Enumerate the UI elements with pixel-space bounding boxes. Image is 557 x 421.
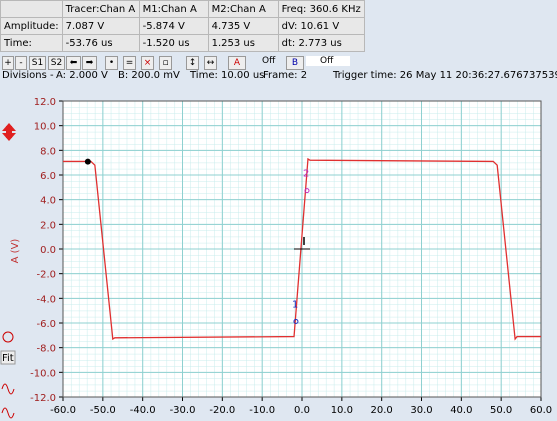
y-tick-label: 8.0 [40,146,56,157]
cell: -53.76 us [61,34,140,52]
left-button[interactable]: ⬅ [66,56,81,70]
x-tick-label: 50.0 [490,405,512,416]
cell: M2:Chan A [207,0,279,18]
x-tick-label: -40.0 [130,405,156,416]
divisions-label: Divisions - [2,70,54,81]
marker-label: 1 [292,299,298,310]
s2-button[interactable]: S2 [48,56,65,70]
cell: Amplitude: [0,17,63,35]
tool-button[interactable]: ↕ [186,56,199,70]
y-tick-label: -2.0 [36,270,56,281]
y-tick-label: -4.0 [36,294,56,305]
x-tick-label: 10.0 [331,405,353,416]
y-tick-label: 0.0 [40,245,56,256]
x-tick-label: 30.0 [410,405,432,416]
minus-button[interactable]: - [15,56,27,70]
y-tick-label: -6.0 [36,319,56,330]
s1-button[interactable]: S1 [29,56,46,70]
tracer-point [84,158,91,165]
b-div: B: 200.0 mV [118,70,180,81]
a-state: Off [262,56,276,66]
trace [63,157,541,341]
b-toggle[interactable]: B [286,56,304,70]
tool-button[interactable]: ↔ [204,56,217,70]
tool-button[interactable]: • [105,56,118,70]
y-tick-label: -10.0 [30,368,56,379]
y-tick-label: 4.0 [40,196,56,207]
frame: Frame: 2 [263,70,308,81]
cell: Time: [0,34,63,52]
marker-label: 2 [303,169,309,180]
wave-button[interactable] [1,407,15,419]
x-tick-label: 60.0 [530,405,552,416]
x-tick-label: 20.0 [371,405,393,416]
cell: M1:Chan A [138,0,209,18]
x-tick-label: -30.0 [170,405,196,416]
a-toggle[interactable]: A [228,56,246,70]
tool-button[interactable]: = [123,56,136,70]
cell: Freq: 360.6 KHz [277,0,365,18]
cell: -1.520 us [138,34,209,52]
down-button[interactable] [2,126,16,141]
x-tick-label: -10.0 [249,405,275,416]
x-tick-label: -50.0 [90,405,116,416]
a-div: A: 2.000 V [56,70,108,81]
fit-label: Fit [2,353,14,364]
plot: -12.0 -10.0 -8.0 -6.0 -4.0 -2.0 0.0 2.0 4.0 6.0 8.… [0,97,552,419]
zoom-button[interactable] [2,331,14,343]
y-tick-label: 12.0 [34,97,56,108]
plus-button[interactable]: + [2,56,14,70]
fit-button[interactable] [0,350,16,365]
cell: dV: 10.61 V [277,17,365,35]
trigger-time: Trigger time: 26 May 11 20:36:27.6767375… [333,70,557,81]
y-tick-label: 2.0 [40,220,56,231]
x-tick-label: -20.0 [209,405,235,416]
tool-button[interactable]: ▫ [159,56,172,70]
cell: -5.874 V [138,17,209,35]
y-axis-label: A (V) [10,239,21,264]
right-button[interactable]: ➡ [82,56,97,70]
tool-button[interactable]: × [141,56,154,70]
cell: dt: 2.773 us [277,34,365,52]
y-tick-label: -8.0 [36,344,56,355]
measure-table: Tracer:Chan A M1:Chan A M2:Chan A Freq: 360… [0,0,365,52]
cell: 1.253 us [207,34,279,52]
wave-button[interactable] [1,383,15,395]
x-tick-label: -60.0 [50,405,76,416]
plot-frame [62,100,542,398]
b-state: Off [306,56,350,66]
cell [0,0,63,18]
y-tick-label: 10.0 [34,122,56,133]
x-tick-label: 0.0 [294,405,310,416]
cell: Tracer:Chan A [61,0,140,18]
y-tick-label: -12.0 [30,393,56,404]
x-tick-label: 40.0 [450,405,472,416]
cell: 7.087 V [61,17,140,35]
marker-point [293,318,299,324]
y-tick-label: 6.0 [40,171,56,182]
cell: 4.735 V [207,17,279,35]
marker-point [304,188,310,194]
time-div: Time: 10.00 us [190,70,265,81]
